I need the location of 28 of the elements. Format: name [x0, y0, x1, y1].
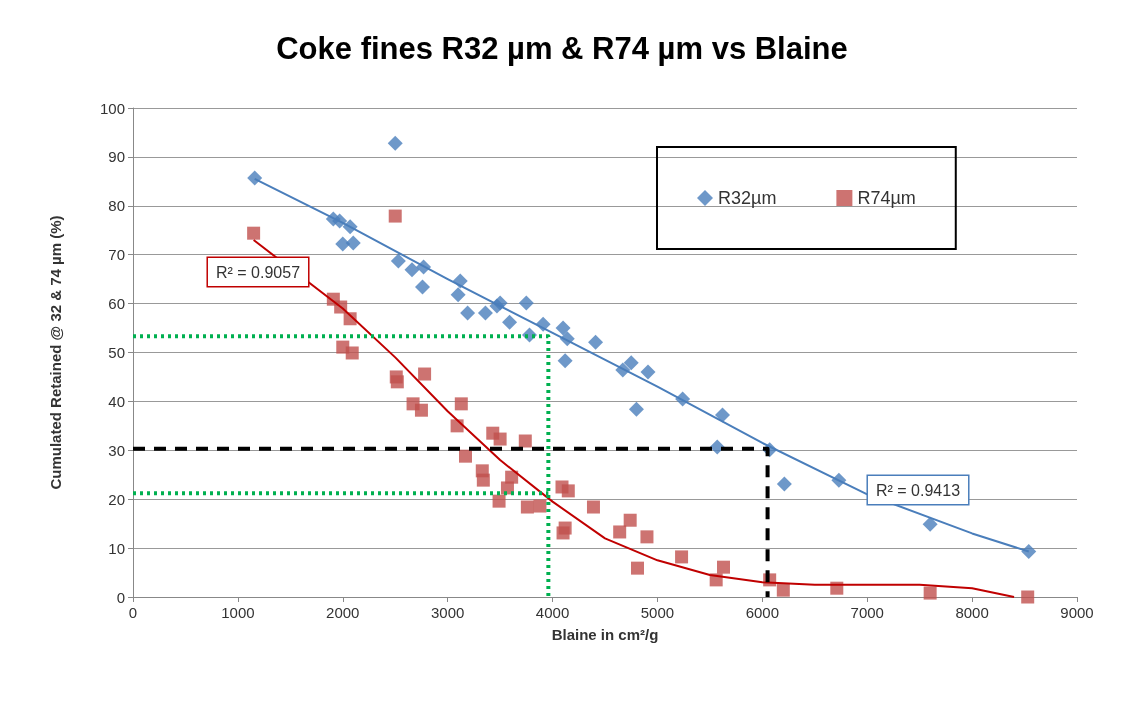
y-tick-label: 60 — [108, 295, 125, 313]
x-tick-label: 8000 — [955, 604, 989, 621]
y-tick-label: 70 — [108, 246, 125, 264]
y-tick-label: 30 — [108, 441, 125, 459]
y-tick-label: 90 — [108, 148, 125, 166]
y-tick-label: 10 — [108, 539, 125, 557]
x-tick-label: 5000 — [640, 604, 675, 621]
annotation: R² = 0.9057 — [215, 263, 301, 281]
x-tick-label: 4000 — [535, 604, 570, 621]
x-tick-label: 0 — [128, 604, 138, 621]
y-tick-label: 50 — [108, 344, 125, 361]
y-tick-label: 40 — [108, 392, 125, 410]
x-axis-title: Blaine in cm²/g — [551, 626, 659, 643]
y-tick-label: 100 — [99, 99, 125, 117]
x-tick-label: 1000 — [221, 604, 255, 621]
x-tick-label: 6000 — [745, 604, 780, 621]
y-tick-label: 20 — [108, 490, 125, 508]
x-tick-label: 7000 — [850, 604, 884, 621]
x-tick-label: 2000 — [326, 604, 360, 621]
legend-label: R74µm — [857, 188, 916, 208]
y-axis-title: Cumulated Retained @ 32 & 74 µm (%) — [47, 215, 64, 490]
annotation: R² = 0.9413 — [875, 481, 961, 499]
x-tick-label: 3000 — [430, 604, 465, 621]
chart-title: Coke fines R32 µm & R74 µm vs Blaine — [276, 31, 848, 66]
y-tick-label: 80 — [108, 197, 125, 215]
y-tick-label: 0 — [116, 588, 125, 606]
legend-label: R32µm — [718, 188, 777, 208]
x-tick-label: 9000 — [1060, 604, 1094, 621]
